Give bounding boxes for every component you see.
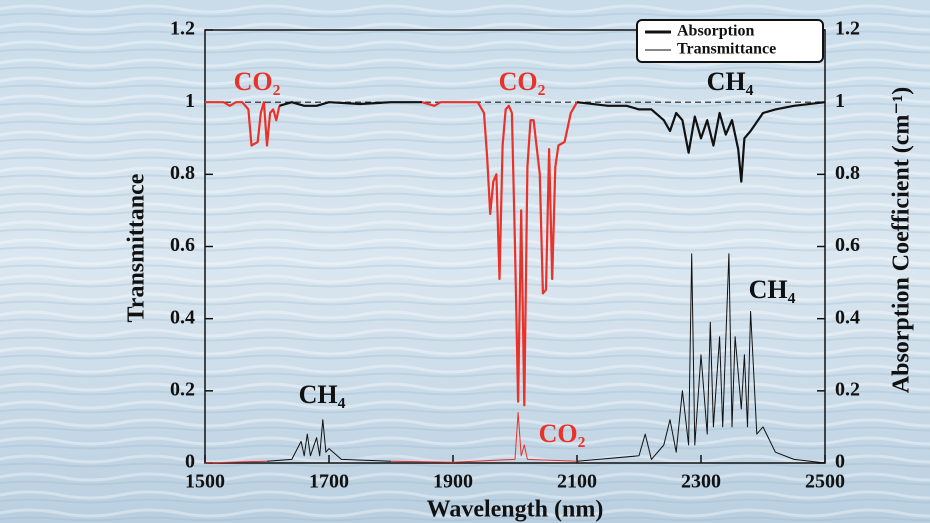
y2-tick-label: 0.6 — [835, 234, 860, 256]
y2-tick-label: 1 — [835, 90, 845, 112]
y-tick-label: 0 — [185, 451, 195, 473]
y-tick-label: 0.6 — [170, 234, 195, 256]
y2-axis-title: Absorption Coefficient (cm⁻¹) — [889, 87, 915, 393]
x-tick-label: 1700 — [309, 471, 349, 493]
annotation: CO₂ — [539, 419, 586, 448]
legend-label: Absorption — [677, 23, 754, 40]
x-tick-label: 2500 — [805, 471, 845, 493]
x-tick-label: 2300 — [681, 471, 721, 493]
y-tick-label: 0.4 — [170, 306, 195, 328]
annotation: CH₄ — [299, 380, 346, 409]
annotation: CO₂ — [499, 67, 546, 96]
y-tick-label: 1 — [185, 90, 195, 112]
y-tick-label: 0.8 — [170, 162, 195, 184]
x-tick-label: 1500 — [185, 471, 225, 493]
absorption-line — [576, 253, 826, 464]
y2-tick-label: 0.2 — [835, 378, 860, 400]
absorption-line — [390, 412, 578, 463]
transmittance-line — [576, 101, 826, 183]
y-tick-label: 0.2 — [170, 378, 195, 400]
y2-tick-label: 0 — [835, 451, 845, 473]
absorption-line — [266, 419, 392, 462]
absorption-line — [204, 460, 268, 464]
y2-tick-label: 0.8 — [835, 162, 860, 184]
legend-label: Transmittance — [677, 41, 776, 58]
annotation: CH₄ — [749, 275, 796, 304]
transmittance-line — [205, 101, 281, 147]
y-tick-label: 1.2 — [170, 18, 195, 40]
y2-tick-label: 0.4 — [835, 306, 860, 328]
transmittance-line — [421, 101, 578, 407]
annotation: CO₂ — [234, 67, 281, 96]
y-axis-title: Transmittance — [124, 173, 150, 322]
x-axis-title: Wavelength (nm) — [427, 497, 604, 523]
y2-tick-label: 1.2 — [835, 18, 860, 40]
x-tick-label: 1900 — [433, 471, 473, 493]
annotation: CH₄ — [707, 67, 754, 96]
transmittance-line — [279, 101, 422, 107]
x-tick-label: 2100 — [557, 471, 597, 493]
legend-box — [636, 19, 824, 63]
